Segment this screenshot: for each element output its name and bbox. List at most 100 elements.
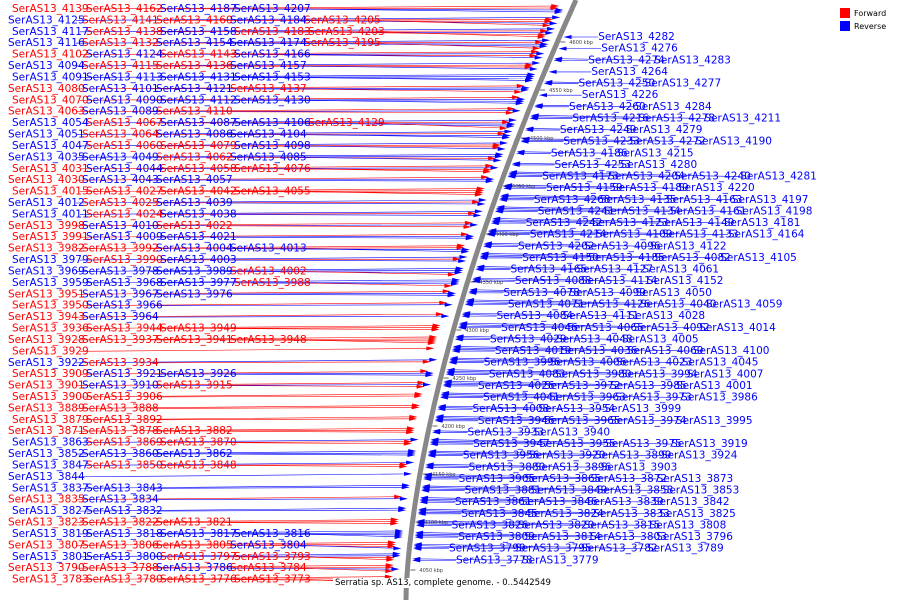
gene-arrow: [410, 437, 419, 442]
right-gene-label: SerAS13_4028: [628, 310, 705, 322]
right-gene-label: SerAS13_4082: [654, 252, 731, 264]
gene-arrow: [535, 40, 544, 45]
gene-arrow: [515, 101, 524, 106]
right-gene-label: SerAS13_4189: [612, 182, 689, 194]
connector-line: [227, 214, 480, 216]
connector-line: [500, 218, 724, 224]
left-gene-label: SerAS13_3978: [82, 265, 159, 277]
connector-line: [451, 384, 544, 387]
connector-line: [375, 122, 506, 129]
left-gene-label: SerAS13_4143: [160, 49, 237, 61]
right-gene-label: SerAS13_4215: [617, 147, 694, 159]
left-gene-label: SerAS13_3900: [12, 391, 89, 403]
connector-line: [438, 439, 672, 445]
left-gene-label: SerAS13_4207: [234, 3, 311, 15]
gene-arrow: [536, 51, 545, 56]
right-gene-label: SerAS13_4078: [503, 287, 580, 299]
connector-line: [75, 85, 523, 90]
left-gene-label: SerAS13_4112: [160, 94, 237, 106]
right-gene-label: SerAS13_4173: [542, 171, 619, 183]
gene-arrow: [554, 10, 563, 14]
left-gene-label: SerAS13_4132: [82, 37, 159, 49]
connector-line: [507, 198, 600, 201]
right-gene-label: SerAS13_4135: [600, 194, 677, 206]
right-gene-label: SerAS13_4114: [581, 275, 658, 287]
left-gene-label: SerAS13_3989: [156, 265, 233, 277]
gene-arrow: [506, 124, 515, 129]
legend-forward-label: Forward: [854, 8, 887, 18]
left-gene-label: SerAS13_4076: [234, 163, 311, 175]
connector-line: [483, 267, 577, 270]
connector-line: [153, 213, 475, 215]
left-gene-label: SerAS13_4104: [230, 129, 307, 141]
right-gene-label: SerAS13_4276: [601, 43, 678, 55]
connector-line: [301, 99, 522, 104]
gene-arrow: [544, 19, 553, 24]
connector-line: [227, 168, 490, 171]
connector-line: [427, 500, 521, 503]
left-gene-label: SerAS13_3998: [8, 220, 85, 232]
right-gene-label: SerAS13_3873: [657, 473, 734, 485]
connector-line: [79, 96, 519, 101]
gene-arrow: [473, 213, 482, 218]
connector-line: [153, 98, 524, 101]
left-gene-label: SerAS13_3773: [234, 574, 311, 586]
connector-line: [79, 370, 427, 375]
gene-arrow: [474, 192, 483, 197]
connector-line: [75, 176, 488, 181]
right-gene-label: SerAS13_4045: [682, 357, 759, 369]
gene-arrow: [449, 356, 458, 361]
right-gene-label: SerAS13_4122: [650, 240, 727, 252]
left-gene-label: SerAS13_4131: [160, 71, 237, 83]
connector-line: [440, 430, 534, 433]
left-gene-label: SerAS13_4022: [156, 220, 233, 232]
connector-line: [153, 76, 533, 78]
left-gene-label: SerAS13_4087: [160, 117, 237, 129]
left-gene-label: SerAS13_3862: [156, 448, 233, 460]
connector-line: [79, 416, 416, 421]
right-gene-label: SerAS13_4204: [608, 171, 685, 183]
right-gene-label: SerAS13_3861: [455, 496, 532, 508]
connector-line: [552, 81, 645, 84]
right-gene-label: SerAS13_3815: [584, 519, 661, 531]
left-gene-label: SerAS13_3926: [160, 368, 237, 380]
connector-line: [474, 299, 706, 305]
connector-line: [227, 442, 410, 444]
left-gene-label: SerAS13_3929: [12, 345, 89, 357]
left-gene-label: SerAS13_4162: [86, 3, 163, 15]
connector-line: [153, 144, 500, 147]
right-gene-label: SerAS13_3955: [539, 438, 616, 450]
connector-line: [421, 543, 648, 550]
connector-line: [153, 327, 439, 329]
connector-line: [75, 154, 502, 158]
connector-line: [507, 196, 666, 201]
connector-line: [469, 314, 563, 317]
gene-arrow: [409, 416, 418, 421]
left-gene-label: SerAS13_3870: [160, 437, 237, 449]
connector-line: [149, 384, 430, 386]
connector-line: [460, 347, 627, 352]
right-gene-label: SerAS13_3973: [615, 392, 692, 404]
connector-line: [149, 566, 392, 569]
right-gene-label: SerAS13_4092: [633, 322, 710, 334]
right-gene-label: SerAS13_4048: [556, 333, 633, 345]
left-gene-label: SerAS13_4062: [156, 151, 233, 163]
right-gene-label: SerAS13_4109: [596, 229, 673, 241]
connector-line: [149, 452, 414, 455]
gene-arrow: [530, 113, 539, 118]
connector-line: [79, 28, 554, 33]
right-gene-label: SerAS13_3779: [522, 554, 599, 566]
gene-arrow: [455, 334, 464, 339]
gene-arrow: [435, 414, 444, 419]
left-gene-label: SerAS13_3801: [12, 551, 89, 563]
left-gene-label: SerAS13_4012: [8, 197, 85, 209]
gene-arrow: [525, 126, 534, 131]
right-gene-label: SerAS13_3849: [531, 485, 608, 497]
connector-line: [516, 173, 675, 177]
connector-line: [227, 282, 457, 285]
gene-arrow: [502, 135, 511, 140]
connector-line: [227, 236, 472, 239]
left-gene-label: SerAS13_4054: [12, 117, 89, 129]
right-gene-label: SerAS13_4084: [496, 310, 573, 322]
connector-line: [153, 372, 432, 375]
